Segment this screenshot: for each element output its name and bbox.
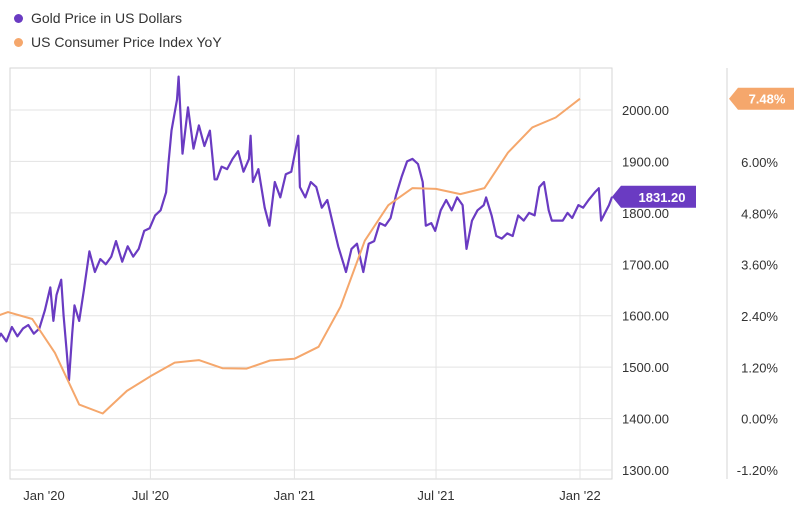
- cpi-yoy-line: [0, 97, 581, 415]
- cpi-last-value-badge: [729, 87, 794, 110]
- legend-item-gold[interactable]: Gold Price in US Dollars: [14, 6, 222, 30]
- cpi-last-value-label: 7.48%: [749, 92, 786, 107]
- left-axis-tick-label: 1300.00: [622, 463, 669, 478]
- left-axis-tick-label: 1700.00: [622, 257, 669, 272]
- x-axis-tick-label: Jan '22: [559, 488, 601, 503]
- left-axis-tick-label: 1900.00: [622, 154, 669, 169]
- legend-dot-gold: [14, 13, 23, 23]
- right-axis-tick-label: 6.00%: [741, 155, 778, 170]
- left-axis-tick-label: 2000.00: [622, 103, 669, 118]
- right-axis-tick-label: 1.20%: [741, 360, 778, 375]
- left-axis-tick-label: 1600.00: [622, 309, 669, 324]
- gold-last-value-badge: [612, 185, 696, 208]
- chart-legend: Gold Price in US Dollars US Consumer Pri…: [14, 6, 222, 54]
- x-axis-tick-label: Jan '20: [23, 488, 65, 503]
- legend-label-gold: Gold Price in US Dollars: [31, 10, 182, 26]
- legend-dot-cpi: [14, 37, 23, 47]
- right-axis-tick-label: 2.40%: [741, 309, 778, 324]
- x-axis-tick-label: Jul '20: [132, 488, 169, 503]
- right-axis-tick-label: 0.00%: [741, 412, 778, 427]
- right-axis-tick-label: 4.80%: [741, 206, 778, 221]
- right-axis-tick-label: -1.20%: [737, 463, 779, 478]
- gold-price-line: [0, 75, 614, 382]
- left-axis-tick-label: 1800.00: [622, 206, 669, 221]
- legend-item-cpi[interactable]: US Consumer Price Index YoY: [14, 30, 222, 54]
- plot-frame: [9, 67, 613, 480]
- right-axis-tick-label: 3.60%: [741, 258, 778, 273]
- x-axis-tick-label: Jul '21: [417, 488, 454, 503]
- gold-last-value-label: 1831.20: [639, 190, 686, 205]
- x-axis-tick-label: Jan '21: [274, 488, 316, 503]
- left-axis-tick-label: 1400.00: [622, 412, 669, 427]
- legend-label-cpi: US Consumer Price Index YoY: [31, 34, 222, 50]
- left-axis-tick-label: 1500.00: [622, 360, 669, 375]
